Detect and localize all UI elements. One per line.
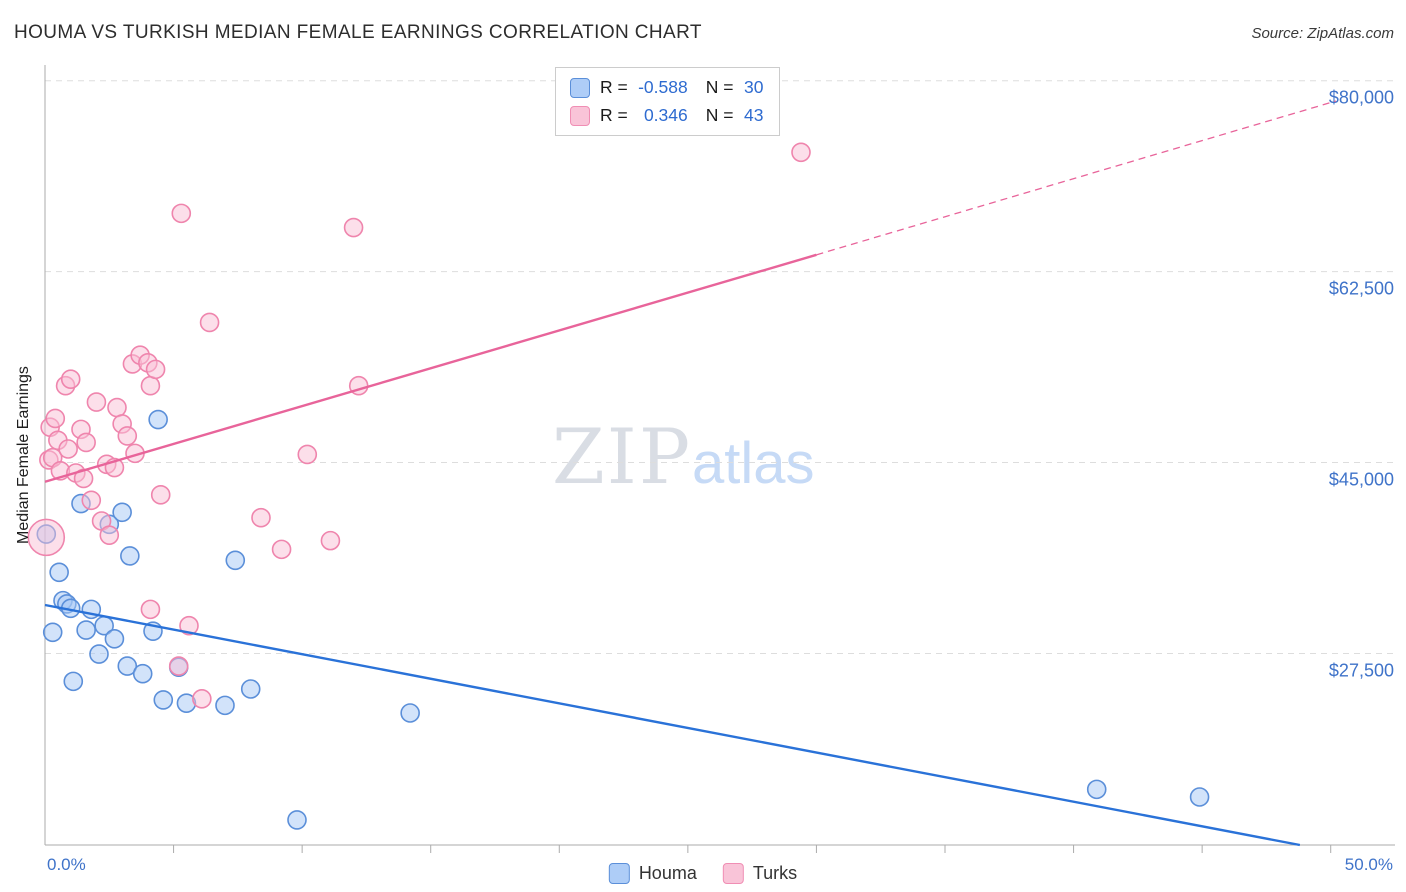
point-turks[interactable] xyxy=(117,426,138,446)
source-attribution: Source: ZipAtlas.com xyxy=(1251,25,1394,42)
point-turks[interactable] xyxy=(99,525,120,545)
legend-item-houma[interactable]: Houma xyxy=(608,863,697,884)
point-turks[interactable] xyxy=(343,217,364,238)
point-turks[interactable] xyxy=(140,375,161,396)
n-label: N = xyxy=(705,105,734,125)
point-houma[interactable] xyxy=(112,502,132,523)
point-turks[interactable] xyxy=(60,369,81,389)
point-houma[interactable] xyxy=(225,550,246,571)
point-turks[interactable] xyxy=(58,439,78,459)
point-houma[interactable] xyxy=(1086,779,1107,800)
turks-legend-swatch xyxy=(722,863,744,884)
r-value-houma: -0.588 xyxy=(638,77,688,97)
n-label: N = xyxy=(705,77,734,97)
point-turks[interactable] xyxy=(150,485,171,505)
legend-row-houma: R = -0.588 N = 30 xyxy=(570,77,763,98)
point-houma[interactable] xyxy=(76,620,96,640)
legend-row-turks: R = 0.346 N = 43 xyxy=(570,105,763,126)
x-axis-label-right: 50.0% xyxy=(1345,855,1393,874)
point-houma[interactable] xyxy=(215,695,235,716)
r-label: R = xyxy=(600,77,628,97)
y-tick-label: $45,000 xyxy=(1329,470,1394,490)
r-value-turks: 0.346 xyxy=(643,105,688,125)
point-houma[interactable] xyxy=(49,562,69,583)
houma-legend-swatch xyxy=(608,863,630,884)
x-axis-label-left: 0.0% xyxy=(47,855,86,874)
trendline-houma xyxy=(44,603,1301,847)
point-houma[interactable] xyxy=(117,656,138,676)
correlation-legend: R = -0.588 N = 30 R = 0.346 N = 43 xyxy=(555,67,781,136)
point-turks[interactable] xyxy=(168,656,189,676)
point-turks[interactable] xyxy=(81,490,102,511)
point-turks[interactable] xyxy=(171,203,192,224)
point-houma[interactable] xyxy=(89,644,109,664)
point-houma[interactable] xyxy=(153,690,174,710)
houma-swatch xyxy=(570,77,590,98)
houma-legend-label: Houma xyxy=(638,863,697,883)
point-turks[interactable] xyxy=(86,392,107,412)
point-houma[interactable] xyxy=(287,810,307,830)
point-houma[interactable] xyxy=(42,622,63,643)
series-legend: Houma Turks xyxy=(608,863,798,884)
trendline-turks xyxy=(44,253,817,483)
point-houma[interactable] xyxy=(240,679,261,699)
point-houma[interactable] xyxy=(400,703,420,723)
point-turks[interactable] xyxy=(271,539,292,560)
point-turks[interactable] xyxy=(27,518,66,557)
trendline-dashed-turks xyxy=(816,100,1337,256)
turks-swatch xyxy=(570,105,590,126)
r-label: R = xyxy=(600,105,628,125)
point-houma[interactable] xyxy=(63,671,84,692)
point-houma[interactable] xyxy=(1189,787,1210,807)
point-turks[interactable] xyxy=(76,432,96,453)
turks-legend-label: Turks xyxy=(752,863,798,883)
point-turks[interactable] xyxy=(791,142,811,163)
point-turks[interactable] xyxy=(192,689,212,709)
header: HOUMA VS TURKISH MEDIAN FEMALE EARNINGS … xyxy=(0,0,1406,56)
point-turks[interactable] xyxy=(199,312,220,333)
point-houma[interactable] xyxy=(120,546,140,566)
point-houma[interactable] xyxy=(104,629,125,649)
y-axis-title: Median Female Earnings xyxy=(15,366,32,544)
point-houma[interactable] xyxy=(132,663,153,684)
point-turks[interactable] xyxy=(145,359,166,380)
y-tick-label: $27,500 xyxy=(1329,660,1394,680)
n-value-turks: 43 xyxy=(744,105,764,125)
legend-item-turks[interactable]: Turks xyxy=(722,863,798,884)
n-value-houma: 30 xyxy=(744,77,764,97)
point-turks[interactable] xyxy=(251,507,271,528)
point-turks[interactable] xyxy=(320,530,341,551)
point-turks[interactable] xyxy=(107,397,127,418)
chart-title: HOUMA VS TURKISH MEDIAN FEMALE EARNINGS … xyxy=(14,22,702,43)
y-tick-label: $62,500 xyxy=(1329,279,1394,299)
point-turks[interactable] xyxy=(179,615,199,636)
point-houma[interactable] xyxy=(148,409,168,430)
point-turks[interactable] xyxy=(45,408,66,429)
y-tick-label: $80,000 xyxy=(1329,88,1394,108)
point-turks[interactable] xyxy=(297,444,318,465)
point-turks[interactable] xyxy=(140,599,161,620)
